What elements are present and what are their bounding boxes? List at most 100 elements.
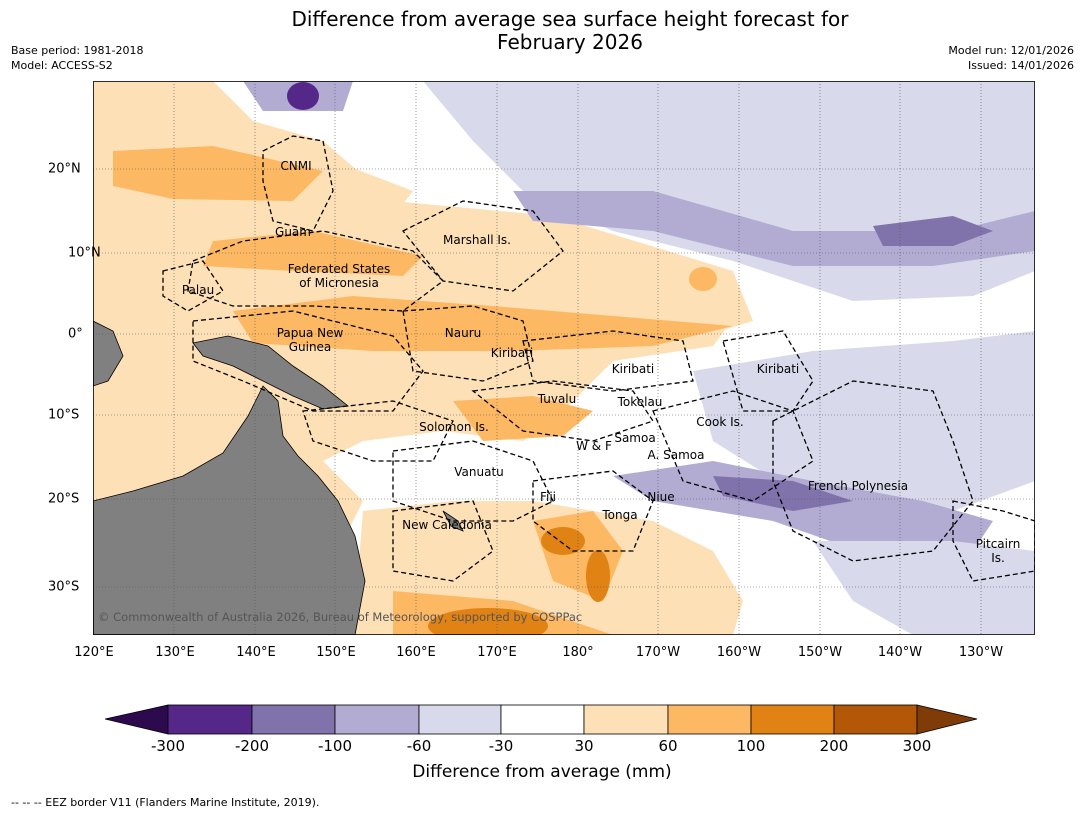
colorbar-label-neg300: -300	[150, 737, 186, 755]
high-anomaly-spot-1	[541, 527, 585, 555]
australia-land	[93, 385, 366, 635]
colorbar-label-300: 300	[902, 737, 932, 755]
place-solomon-islands: Solomon Is.	[419, 420, 489, 434]
place-palau: Palau	[181, 283, 215, 297]
place-kiribati-central: Kiribati	[611, 362, 655, 376]
colorbar-swatch-7	[667, 704, 752, 735]
x-tick-120e: 120°E	[74, 645, 114, 660]
colorbar-label-neg60: -60	[406, 737, 432, 755]
place-vanuatu: Vanuatu	[454, 465, 504, 479]
colorbar	[105, 704, 978, 735]
colorbar-label-200: 200	[819, 737, 849, 755]
colorbar-swatch-8	[750, 704, 835, 735]
x-tick-150w: 150°W	[797, 645, 843, 660]
high-anomaly-spot-3	[428, 608, 548, 635]
eez-png	[192, 310, 424, 412]
colorbar-swatch-5	[500, 704, 585, 735]
place-marshall-islands: Marshall Is.	[443, 233, 511, 247]
colorbar-label-neg30: -30	[488, 737, 514, 755]
place-kiribati-east: Kiribati	[756, 362, 800, 376]
meta-left: Base period: 1981-2018 Model: ACCESS-S2	[11, 43, 143, 73]
x-tick-180: 180°	[562, 645, 594, 660]
colorbar-swatch-9	[833, 704, 918, 735]
place-american-samoa: A. Samoa	[647, 448, 705, 462]
place-guam: Guam	[275, 225, 311, 239]
place-cook-islands: Cook Is.	[696, 415, 744, 429]
x-tick-150e: 150°E	[316, 645, 356, 660]
meta-right: Model run: 12/01/2026 Issued: 14/01/2026	[948, 43, 1074, 73]
chart-title: Difference from average sea surface heig…	[220, 8, 920, 54]
colorbar-title: Difference from average (mm)	[412, 762, 672, 782]
colorbar-swatch-2	[251, 704, 336, 735]
mid-anomaly-tuvalu	[453, 396, 593, 441]
colorbar-label-60: 60	[658, 737, 678, 755]
model-name: Model: ACCESS-S2	[11, 59, 113, 72]
neg-anomaly-deep-top	[287, 82, 319, 110]
colorbar-swatch-3	[334, 704, 420, 735]
eez-kiribati-central	[522, 330, 694, 392]
x-tick-170w: 170°W	[635, 645, 681, 660]
place-papua-new-guinea: Papua New Guinea	[276, 326, 344, 354]
x-tick-130w: 130°W	[958, 645, 1004, 660]
neg-anomaly-deep-north	[873, 216, 993, 246]
colorbar-label-30: 30	[574, 737, 594, 755]
eez-palau	[162, 260, 224, 312]
place-kiribati-west: Kiribati	[490, 346, 534, 360]
x-tick-170e: 170°E	[477, 645, 517, 660]
place-new-caledonia: New Caledonia	[402, 518, 492, 532]
eez-borders	[162, 135, 1035, 582]
land-masses	[93, 320, 464, 635]
neg-anomaly-south-east	[813, 541, 1035, 635]
neg-anomaly-east	[693, 331, 1035, 521]
x-tick-140w: 140°W	[877, 645, 923, 660]
place-french-polynesia: French Polynesia	[807, 479, 909, 493]
eez-tuvalu-tokelau	[471, 380, 655, 442]
place-samoa: Samoa	[614, 431, 656, 445]
borneo-land	[93, 320, 124, 387]
place-cnmi: CNMI	[280, 159, 312, 173]
colorbar-label-neg100: -100	[317, 737, 353, 755]
x-tick-160w: 160°W	[716, 645, 762, 660]
new-caledonia-land	[442, 510, 464, 532]
y-tick-10s: 10°S	[48, 407, 80, 423]
y-tick-20n: 20°N	[48, 161, 81, 177]
title-line-2: February 2026	[497, 30, 643, 54]
eez-solomon	[302, 400, 454, 462]
eez-new-caledonia	[392, 500, 494, 582]
eez-nauru-kiribati	[402, 305, 534, 382]
x-tick-130e: 130°E	[155, 645, 195, 660]
mid-anomaly-micronesia	[203, 231, 423, 276]
x-tick-160e: 160°E	[396, 645, 436, 660]
y-tick-0: 0°	[68, 326, 83, 342]
y-tick-10n: 10°N	[68, 245, 101, 261]
eez-cook	[652, 390, 814, 502]
high-anomaly-spot-2	[586, 550, 610, 602]
mid-anomaly-north	[113, 146, 323, 201]
issued-date: Issued: 14/01/2026	[967, 59, 1074, 72]
colorbar-label-neg200: -200	[234, 737, 270, 755]
place-nauru: Nauru	[444, 326, 482, 340]
place-tokelau: Tokelau	[617, 395, 663, 409]
colorbar-swatch-1	[167, 704, 253, 735]
place-pitcairn: Pitcairn Is.	[975, 537, 1021, 565]
y-tick-20s: 20°S	[48, 491, 80, 507]
map-panel	[93, 81, 1035, 635]
gridlines	[93, 81, 1035, 635]
eez-legend: -- -- -- EEZ border V11 (Flanders Marine…	[11, 796, 320, 809]
place-fiji: Fiji	[539, 490, 557, 504]
title-line-1: Difference from average sea surface heig…	[291, 7, 849, 31]
place-niue: Niue	[647, 490, 675, 504]
colorbar-extend-high	[916, 704, 978, 735]
colorbar-swatch-4	[418, 704, 502, 735]
eez-pitcairn	[952, 500, 1035, 582]
base-period: Base period: 1981-2018	[11, 44, 144, 57]
place-wallis-futuna: W & F	[576, 439, 612, 453]
place-tonga: Tonga	[602, 508, 638, 522]
x-tick-140e: 140°E	[236, 645, 276, 660]
mid-anomaly-equator	[233, 296, 733, 351]
eez-tonga-niue	[532, 470, 654, 552]
neg-anomaly-band-north	[513, 191, 1035, 266]
model-run: Model run: 12/01/2026	[948, 44, 1074, 57]
eez-marshall	[401, 200, 564, 292]
neg-anomaly-deep-south	[713, 476, 853, 511]
